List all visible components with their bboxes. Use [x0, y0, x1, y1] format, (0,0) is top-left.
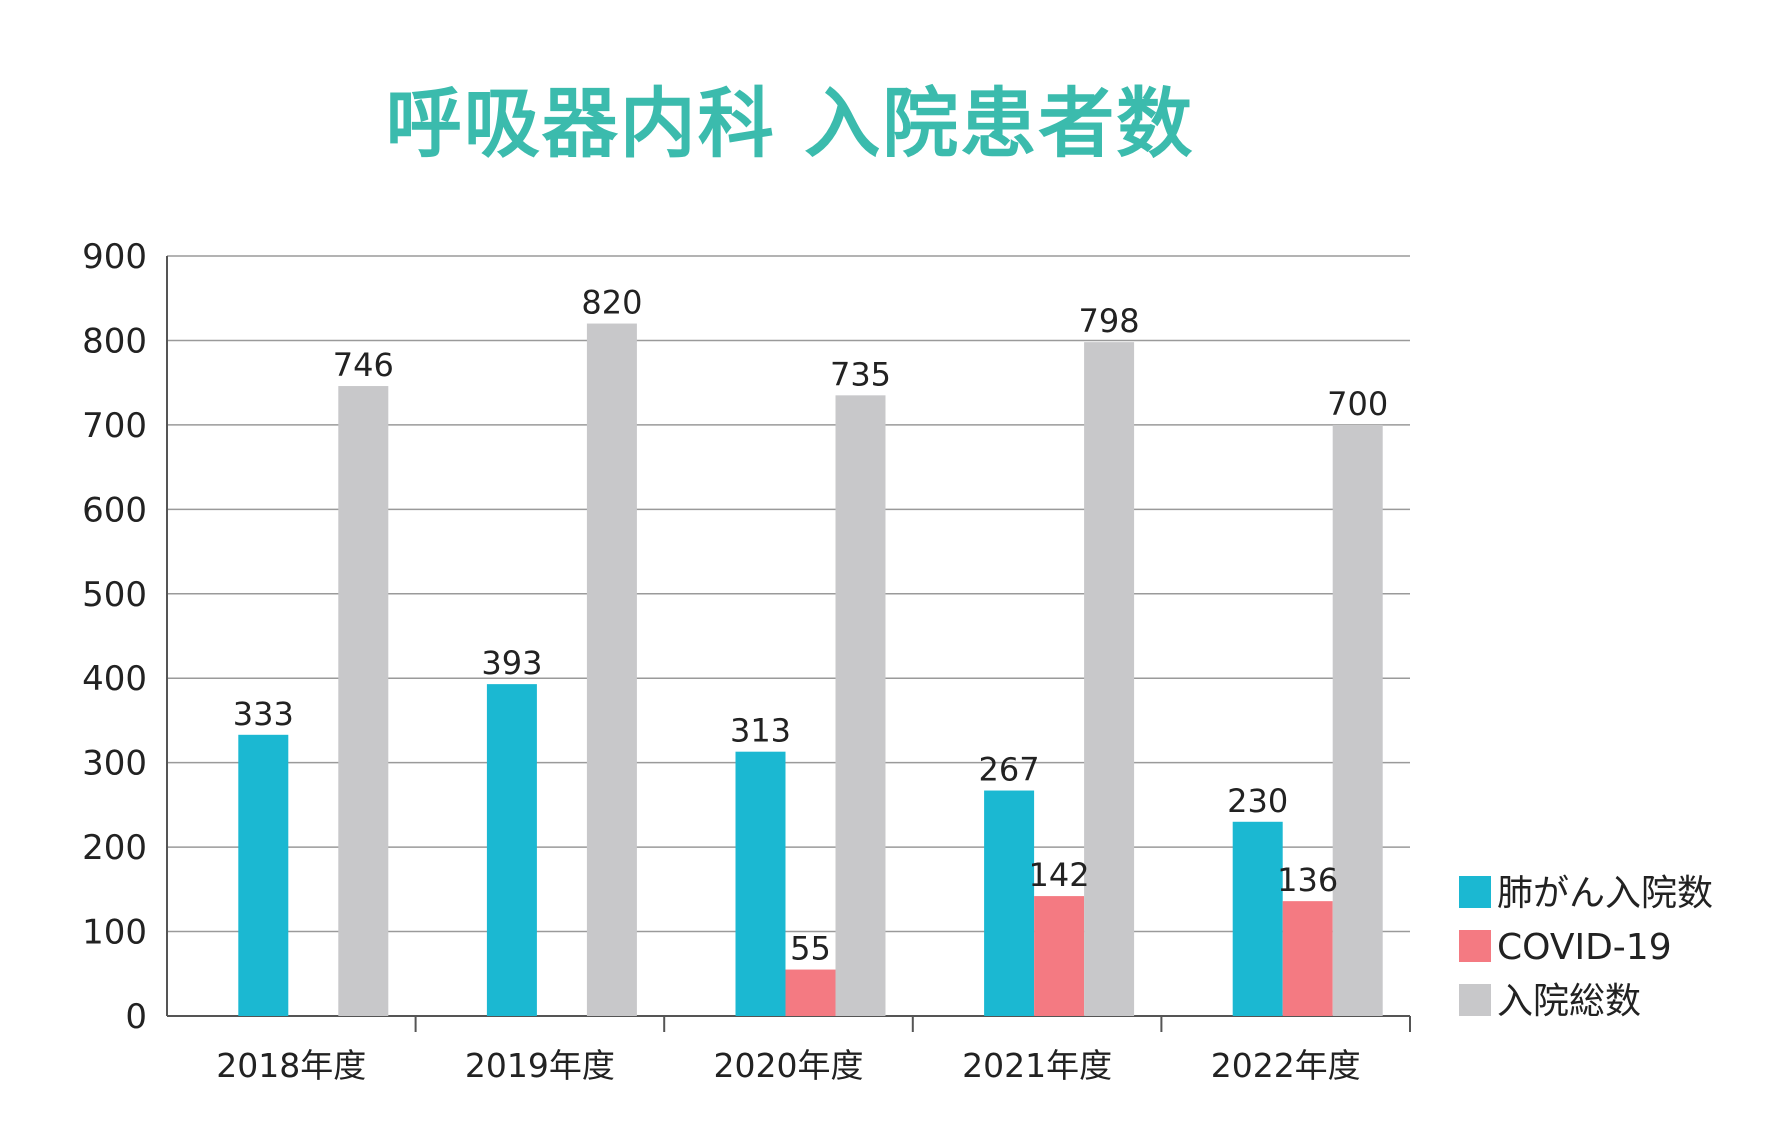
x-tick-label: 2019年度: [465, 1046, 615, 1085]
y-tick-label: 900: [82, 237, 147, 277]
bar: [586, 323, 637, 1016]
data-label: 313: [730, 712, 791, 750]
bar: [984, 790, 1035, 1016]
legend-label: 肺がん入院数: [1497, 873, 1713, 914]
bar: [338, 386, 389, 1016]
bar: [1282, 901, 1333, 1016]
legend-label: 入院総数: [1497, 981, 1641, 1022]
chart-title: 呼吸器内科 入院患者数: [385, 79, 1195, 168]
data-label: 333: [233, 695, 294, 733]
x-tick-label: 2018年度: [216, 1046, 366, 1085]
data-label: 136: [1277, 861, 1338, 899]
data-label: 798: [1079, 302, 1140, 340]
bar: [785, 969, 836, 1016]
data-label: 746: [333, 346, 394, 384]
legend-swatch: [1459, 930, 1491, 962]
data-label: 820: [581, 284, 642, 322]
legend-label: COVID-19: [1497, 927, 1672, 968]
legend: 肺がん入院数 COVID-19 入院総数: [1459, 873, 1713, 1022]
x-tick-label: 2021年度: [962, 1046, 1112, 1085]
bar: [486, 684, 537, 1016]
y-tick-label: 700: [82, 406, 147, 446]
x-tick-label: 2022年度: [1211, 1046, 1361, 1085]
y-tick-label: 200: [82, 828, 147, 868]
y-tick-label: 400: [82, 659, 147, 699]
bars: [238, 323, 1383, 1017]
bar: [1332, 424, 1383, 1016]
x-axis-category-labels: 2018年度 2019年度 2020年度 2021年度 2022年度: [216, 1046, 1360, 1085]
data-label: 267: [979, 751, 1040, 789]
data-label: 55: [790, 930, 831, 968]
bar: [735, 751, 786, 1016]
bar: [1084, 342, 1135, 1017]
data-label: 142: [1029, 856, 1090, 894]
data-labels: 333 746 393 820 313 55 735 267 142 798 230 136 700: [233, 284, 1388, 968]
y-tick-label: 600: [82, 490, 147, 530]
y-tick-label: 100: [82, 913, 147, 953]
data-label: 735: [830, 355, 891, 393]
data-label: 393: [481, 644, 542, 682]
legend-swatch: [1459, 984, 1491, 1016]
x-tick-label: 2020年度: [714, 1046, 864, 1085]
bar: [1232, 821, 1283, 1016]
y-tick-label: 0: [125, 997, 147, 1037]
data-label: 230: [1227, 782, 1288, 820]
legend-swatch: [1459, 876, 1491, 908]
bar: [835, 395, 886, 1016]
bar: [238, 734, 289, 1016]
y-tick-label: 500: [82, 575, 147, 615]
data-label: 700: [1327, 385, 1388, 423]
y-tick-label: 300: [82, 744, 147, 784]
y-tick-label: 800: [82, 321, 147, 361]
y-axis-tick-labels: 0 100 200 300 400 500 600 700 800 900: [82, 237, 147, 1037]
bar: [1034, 896, 1085, 1016]
